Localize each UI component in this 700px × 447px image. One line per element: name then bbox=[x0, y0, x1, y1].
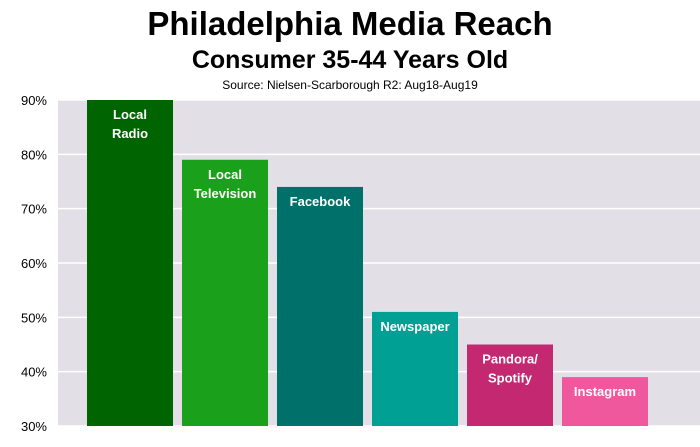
y-tick-label: 60% bbox=[21, 256, 47, 271]
y-tick-label: 30% bbox=[21, 419, 47, 434]
y-tick-label: 50% bbox=[21, 310, 47, 325]
bar-pandora-spotify bbox=[467, 344, 553, 426]
y-tick-label: 90% bbox=[21, 93, 47, 108]
bar-label: Pandora/ bbox=[482, 352, 538, 367]
bar-label: Local bbox=[113, 107, 147, 122]
bar-label: Facebook bbox=[290, 194, 351, 209]
bar-instagram bbox=[562, 377, 648, 426]
chart-subtitle: Consumer 35-44 Years Old bbox=[191, 46, 509, 74]
y-tick-label: 70% bbox=[21, 202, 47, 217]
bar-labels: Local Radio Local Television Facebook Newspap… bbox=[112, 107, 636, 399]
bar-label: Radio bbox=[112, 126, 148, 141]
bar-facebook bbox=[277, 186, 363, 426]
y-tick-label: 80% bbox=[21, 147, 47, 162]
bars bbox=[87, 100, 648, 426]
bar-local-radio bbox=[87, 100, 173, 426]
y-axis: 30% 40% 50% 60% 70% 80% 90% bbox=[21, 93, 47, 434]
bar-label: Instagram bbox=[574, 384, 636, 399]
chart-source: Source: Nielsen-Scarborough R2: Aug18-Au… bbox=[222, 78, 478, 92]
bar-label: Television bbox=[194, 186, 257, 201]
chart-title: Philadelphia Media Reach bbox=[147, 5, 553, 42]
y-tick-label: 40% bbox=[21, 365, 47, 380]
bar-local-television bbox=[182, 159, 268, 426]
bar-newspaper bbox=[372, 311, 458, 426]
bar-label: Local bbox=[208, 167, 242, 182]
bar-label: Newspaper bbox=[380, 319, 449, 334]
bar-label: Spotify bbox=[488, 371, 533, 386]
